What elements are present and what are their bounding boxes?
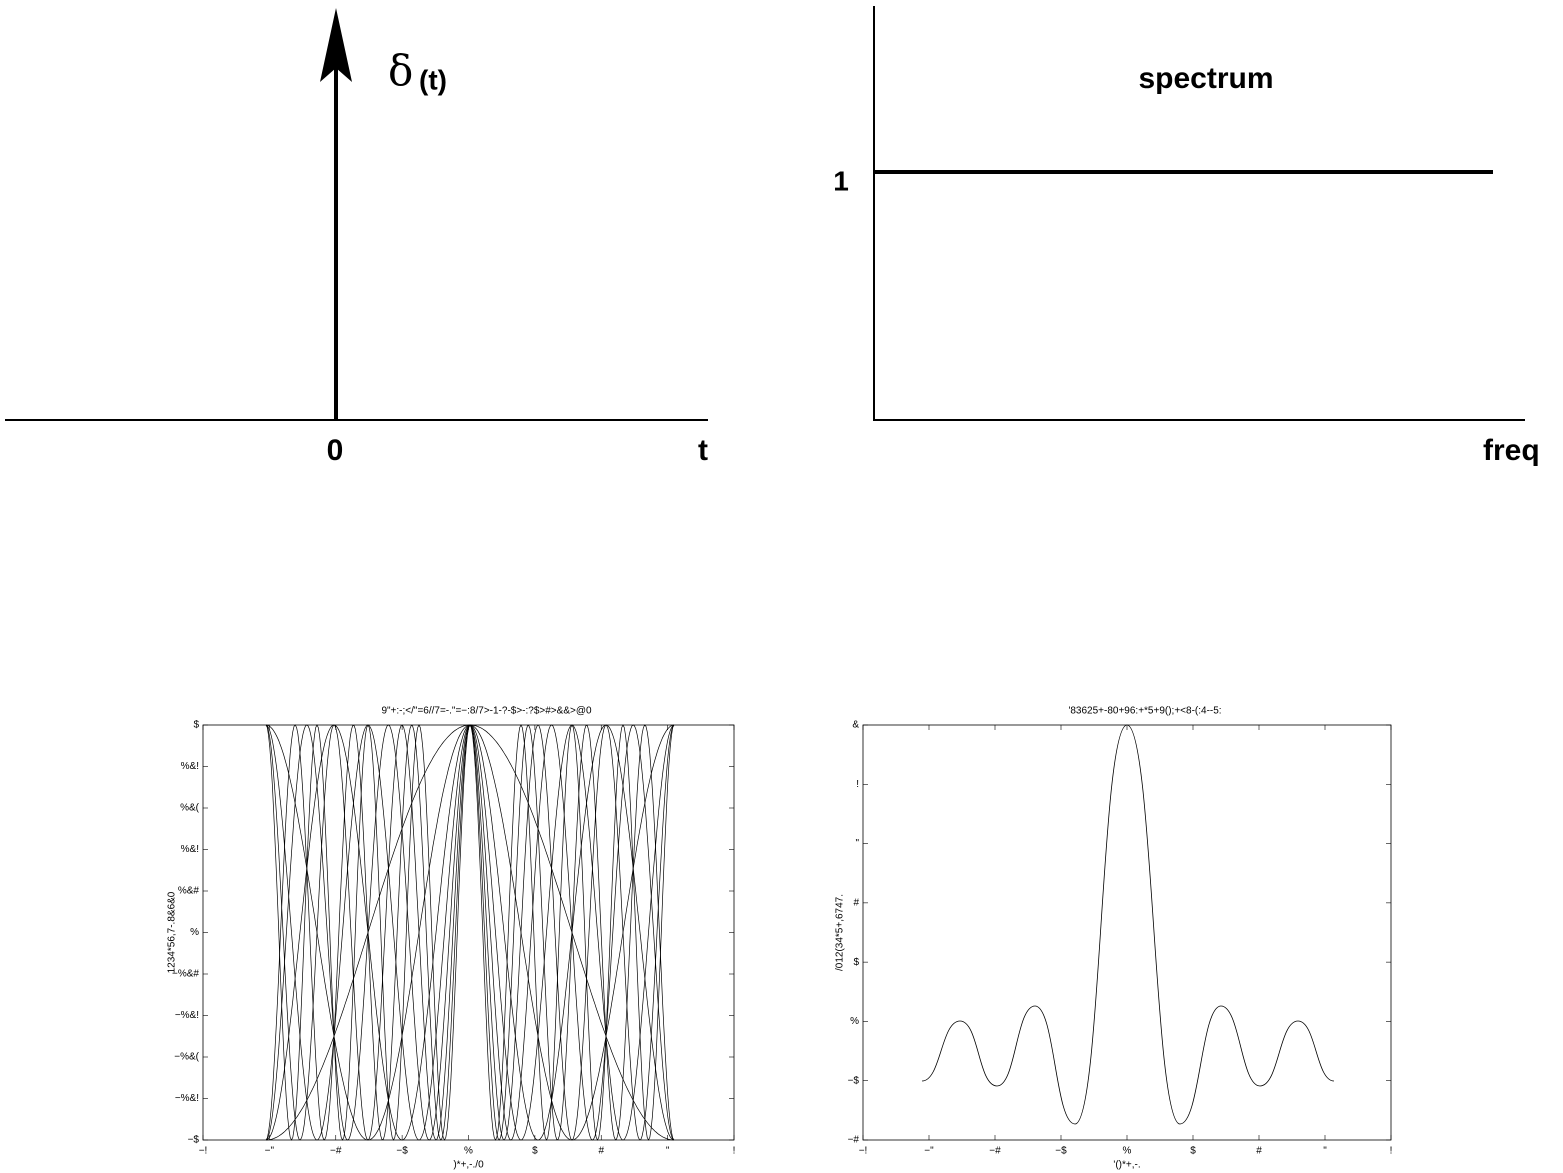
- y-tick-label: %&#: [178, 886, 200, 897]
- delta-argument: (t): [419, 64, 447, 95]
- y-tick-label: $: [853, 957, 859, 968]
- y-tick-label: %&!: [181, 761, 199, 772]
- x-tick-label: −": [924, 1146, 934, 1157]
- y-tick-label: !: [856, 779, 859, 790]
- y-tick-label: %&!: [181, 844, 199, 855]
- impulse-arrowhead: [320, 8, 352, 82]
- time-label: t: [698, 434, 708, 467]
- y-tick-label: ": [855, 838, 859, 849]
- delta-symbol: δ: [388, 46, 413, 95]
- y-tick-label: %&(: [180, 803, 200, 814]
- origin-label: 0: [327, 434, 344, 467]
- y-tick-label: −%&(: [174, 1052, 199, 1063]
- cosine-curve: [265, 724, 675, 1141]
- x-tick-label: −!: [859, 1146, 868, 1157]
- x-tick-label: !: [733, 1146, 736, 1157]
- spectrum-title: spectrum: [1138, 62, 1273, 95]
- y-tick-label: %: [850, 1016, 859, 1027]
- x-tick-label: −#: [330, 1146, 342, 1157]
- y-axis-label: 1234*56,7-.8&6&0: [167, 891, 178, 973]
- x-tick-label: ": [666, 1146, 670, 1157]
- x-tick-label: #: [1256, 1146, 1262, 1157]
- y-tick-label: −#: [848, 1135, 860, 1146]
- y-tick-label: −%&!: [175, 1010, 199, 1021]
- x-tick-label: −#: [989, 1146, 1001, 1157]
- x-tick-label: −$: [1055, 1146, 1067, 1157]
- x-tick-label: !: [1390, 1146, 1393, 1157]
- y-tick-label: −$: [848, 1075, 860, 1086]
- level-label: 1: [833, 165, 849, 196]
- y-tick-label: −%&#: [172, 969, 199, 980]
- y-tick-label: #: [853, 897, 859, 908]
- x-tick-label: %: [464, 1146, 473, 1157]
- y-axis-label: /012(34*5+,6747.: [835, 894, 846, 971]
- x-tick-label: $: [1190, 1146, 1196, 1157]
- x-axis-label: )*+,-./0: [453, 1160, 484, 1171]
- y-tick-label: %: [190, 927, 199, 938]
- freq-label: freq: [1483, 434, 1540, 467]
- x-tick-label: −!: [199, 1146, 208, 1157]
- x-tick-label: #: [598, 1146, 604, 1157]
- x-tick-label: %: [1123, 1146, 1132, 1157]
- y-tick-label: −%&!: [175, 1093, 199, 1104]
- x-tick-label: $: [532, 1146, 538, 1157]
- x-tick-label: −$: [396, 1146, 408, 1157]
- cosine-curve: [265, 724, 675, 1141]
- plot-title: 9"+:-;</"=6//7=-."=−:8/7>-1-?-$>-:?$>#>&…: [381, 706, 592, 717]
- plot-frame: [862, 724, 1392, 1141]
- y-tick-label: −$: [188, 1135, 200, 1146]
- plot-title: '83625+-80+96:+*5+9();+<8-(:4--5:: [1068, 706, 1221, 717]
- y-tick-label: &: [852, 720, 859, 731]
- kernel-curve: [921, 724, 1335, 1125]
- y-tick-label: $: [193, 720, 199, 731]
- x-tick-label: −": [265, 1146, 275, 1157]
- x-tick-label: ": [1323, 1146, 1327, 1157]
- plot-frame: [202, 724, 735, 1141]
- x-axis-label: '()*+,-.: [1113, 1160, 1140, 1171]
